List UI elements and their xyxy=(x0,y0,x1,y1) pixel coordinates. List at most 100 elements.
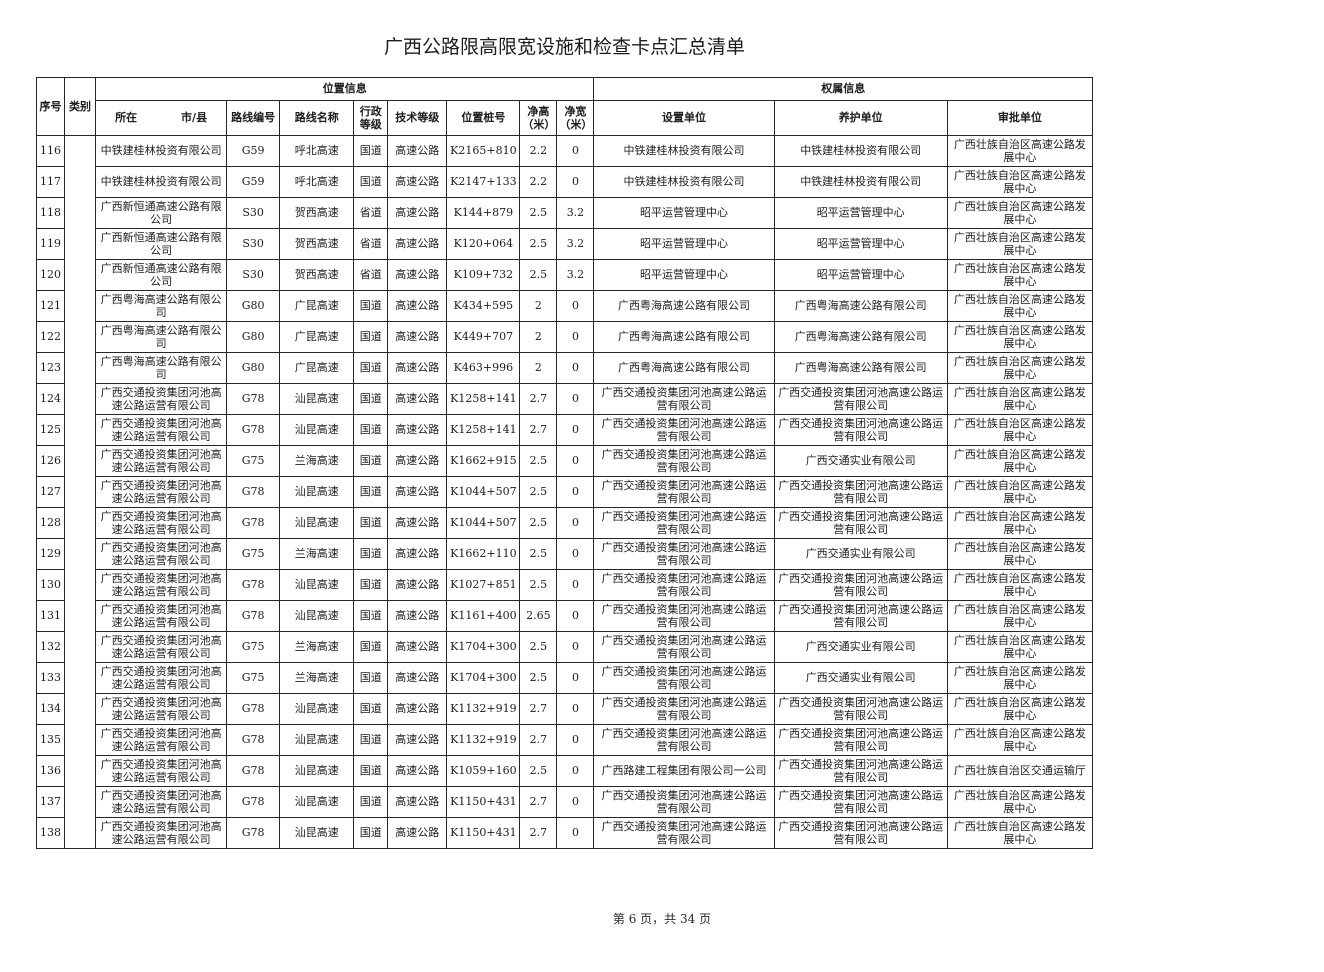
table-row: 118 广西新恒通高速公路有限公司 S30 贺西高速 省道 高速公路 K144+879 2.5… xyxy=(35,197,1094,229)
cell-route-name: 呼北高速 xyxy=(279,135,355,167)
cell-admin-level: 国道 xyxy=(353,631,389,663)
cell-admin-level: 国道 xyxy=(353,290,389,322)
cell-clear-height: 2.5 xyxy=(519,631,558,663)
cell-city-county: 广西交通投资集团河池高速公路运营有限公司 xyxy=(95,662,228,694)
cell-clear-width: 0 xyxy=(556,600,595,632)
cell-clear-width: 0 xyxy=(556,538,595,570)
cell-clear-width: 0 xyxy=(556,693,595,725)
col-header-serial: 序号 xyxy=(35,77,66,136)
cell-admin-level: 国道 xyxy=(353,321,389,353)
cell-no: 122 xyxy=(35,321,66,353)
cell-setup-unit: 昭平运营管理中心 xyxy=(593,228,775,260)
cell-maintain-unit: 广西交通投资集团河池高速公路运营有限公司 xyxy=(773,383,948,415)
cell-city-county: 广西交通投资集团河池高速公路运营有限公司 xyxy=(95,476,228,508)
cell-stake: K1662+110 xyxy=(446,538,521,570)
page-title: 广西公路限高限宽设施和检查卡点汇总清单 xyxy=(383,36,745,58)
col-header-approve-unit: 审批单位 xyxy=(946,100,1094,136)
cell-approve-unit: 广西壮族自治区高速公路发展中心 xyxy=(946,600,1094,632)
cell-maintain-unit: 广西交通实业有限公司 xyxy=(773,631,948,663)
table-row: 126 广西交通投资集团河池高速公路运营有限公司 G75 兰海高速 国道 高速公路 K166… xyxy=(35,445,1094,477)
cell-no: 126 xyxy=(35,445,66,477)
group-header-ownership: 权属信息 xyxy=(593,77,1093,101)
cell-stake: K1662+915 xyxy=(446,445,521,477)
cell-clear-width: 3.2 xyxy=(556,259,595,291)
cell-no: 131 xyxy=(35,600,66,632)
cell-admin-level: 国道 xyxy=(353,476,389,508)
col-header-admin-level: 行政等级 xyxy=(353,100,389,136)
category-column-cell xyxy=(64,135,97,849)
cell-city-county: 中铁建桂林投资有限公司 xyxy=(95,166,228,198)
cell-stake: K120+064 xyxy=(446,228,521,260)
cell-city-county: 广西交通投资集团河池高速公路运营有限公司 xyxy=(95,383,228,415)
cell-admin-level: 省道 xyxy=(353,228,389,260)
cell-admin-level: 国道 xyxy=(353,693,389,725)
cell-stake: K144+879 xyxy=(446,197,521,229)
cell-clear-width: 0 xyxy=(556,321,595,353)
cell-city-county: 广西交通投资集团河池高速公路运营有限公司 xyxy=(95,693,228,725)
cell-clear-height: 2.7 xyxy=(519,724,558,756)
cell-setup-unit: 昭平运营管理中心 xyxy=(593,197,775,229)
cell-tech-level: 高速公路 xyxy=(387,569,448,601)
cell-maintain-unit: 广西交通投资集团河池高速公路运营有限公司 xyxy=(773,724,948,756)
cell-no: 116 xyxy=(35,135,66,167)
table-row: 134 广西交通投资集团河池高速公路运营有限公司 G78 汕昆高速 国道 高速公路 K113… xyxy=(35,693,1094,725)
table-row: 131 广西交通投资集团河池高速公路运营有限公司 G78 汕昆高速 国道 高速公路 K116… xyxy=(35,600,1094,632)
cell-route-no: S30 xyxy=(226,228,281,260)
cell-approve-unit: 广西壮族自治区高速公路发展中心 xyxy=(946,786,1094,818)
cell-city-county: 广西交通投资集团河池高速公路运营有限公司 xyxy=(95,538,228,570)
cell-setup-unit: 广西交通投资集团河池高速公路运营有限公司 xyxy=(593,414,775,446)
cell-approve-unit: 广西壮族自治区高速公路发展中心 xyxy=(946,414,1094,446)
cell-route-no: G75 xyxy=(226,445,281,477)
cell-route-no: G78 xyxy=(226,569,281,601)
cell-city-county: 广西交通投资集团河池高速公路运营有限公司 xyxy=(95,755,228,787)
cell-clear-width: 0 xyxy=(556,476,595,508)
table-body: 116 中铁建桂林投资有限公司 G59 呼北高速 国道 高速公路 K2165+810 2.2 0… xyxy=(35,135,1094,849)
cell-no: 118 xyxy=(35,197,66,229)
cell-setup-unit: 广西粤海高速公路有限公司 xyxy=(593,321,775,353)
cell-approve-unit: 广西壮族自治区高速公路发展中心 xyxy=(946,538,1094,570)
cell-tech-level: 高速公路 xyxy=(387,290,448,322)
cell-setup-unit: 广西交通投资集团河池高速公路运营有限公司 xyxy=(593,786,775,818)
cell-clear-width: 0 xyxy=(556,817,595,849)
cell-admin-level: 国道 xyxy=(353,414,389,446)
cell-clear-height: 2.2 xyxy=(519,135,558,167)
cell-route-name: 汕昆高速 xyxy=(279,755,355,787)
cell-city-county: 广西交通投资集团河池高速公路运营有限公司 xyxy=(95,786,228,818)
cell-maintain-unit: 广西交通实业有限公司 xyxy=(773,538,948,570)
cell-tech-level: 高速公路 xyxy=(387,817,448,849)
cell-admin-level: 国道 xyxy=(353,600,389,632)
cell-route-name: 汕昆高速 xyxy=(279,786,355,818)
cell-clear-width: 0 xyxy=(556,352,595,384)
cell-city-county: 广西粤海高速公路有限公司 xyxy=(95,290,228,322)
cell-admin-level: 国道 xyxy=(353,352,389,384)
table-row: 119 广西新恒通高速公路有限公司 S30 贺西高速 省道 高速公路 K120+064 2.5… xyxy=(35,228,1094,260)
cell-clear-width: 0 xyxy=(556,290,595,322)
cell-tech-level: 高速公路 xyxy=(387,259,448,291)
cell-maintain-unit: 广西交通投资集团河池高速公路运营有限公司 xyxy=(773,755,948,787)
cell-no: 121 xyxy=(35,290,66,322)
cell-route-name: 广昆高速 xyxy=(279,352,355,384)
cell-approve-unit: 广西壮族自治区高速公路发展中心 xyxy=(946,507,1094,539)
cell-maintain-unit: 广西交通投资集团河池高速公路运营有限公司 xyxy=(773,414,948,446)
cell-admin-level: 国道 xyxy=(353,507,389,539)
cell-tech-level: 高速公路 xyxy=(387,476,448,508)
cell-clear-height: 2.7 xyxy=(519,817,558,849)
cell-route-name: 广昆高速 xyxy=(279,321,355,353)
cell-route-name: 汕昆高速 xyxy=(279,817,355,849)
cell-city-county: 广西交通投资集团河池高速公路运营有限公司 xyxy=(95,414,228,446)
cell-stake: K1059+160 xyxy=(446,755,521,787)
cell-stake: K1044+507 xyxy=(446,476,521,508)
cell-no: 119 xyxy=(35,228,66,260)
cell-clear-height: 2.7 xyxy=(519,383,558,415)
cell-admin-level: 国道 xyxy=(353,817,389,849)
header-label-row: 所在 市/县 路线编号 路线名称 行政等级 技术等级 位置桩号 净高（米） 净宽… xyxy=(37,100,1094,136)
cell-city-county: 广西交通投资集团河池高速公路运营有限公司 xyxy=(95,445,228,477)
cell-route-no: S30 xyxy=(226,259,281,291)
cell-route-no: G75 xyxy=(226,631,281,663)
cell-setup-unit: 广西交通投资集团河池高速公路运营有限公司 xyxy=(593,817,775,849)
cell-clear-width: 0 xyxy=(556,383,595,415)
cell-tech-level: 高速公路 xyxy=(387,166,448,198)
col-header-route-no: 路线编号 xyxy=(226,100,281,136)
cell-tech-level: 高速公路 xyxy=(387,414,448,446)
col-header-category: 类别 xyxy=(64,77,97,136)
